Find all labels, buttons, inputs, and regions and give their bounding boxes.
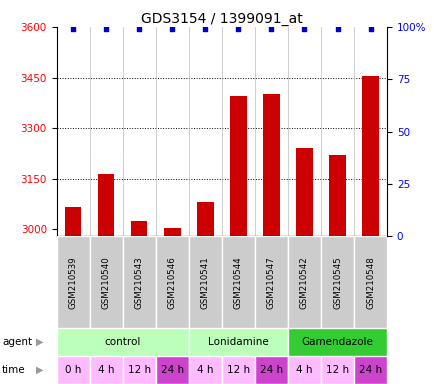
- Bar: [164, 228, 180, 236]
- Text: 24 h: 24 h: [259, 365, 283, 375]
- Bar: [287, 236, 320, 328]
- Text: GSM210543: GSM210543: [135, 256, 143, 309]
- Text: GSM210547: GSM210547: [266, 256, 275, 309]
- Text: ▶: ▶: [36, 337, 43, 347]
- Bar: [188, 236, 221, 328]
- Text: 0 h: 0 h: [65, 365, 81, 375]
- Bar: [122, 356, 155, 384]
- Title: GDS3154 / 1399091_at: GDS3154 / 1399091_at: [141, 12, 302, 26]
- Bar: [287, 328, 386, 356]
- Bar: [353, 356, 386, 384]
- Bar: [122, 236, 155, 328]
- Bar: [296, 148, 312, 236]
- Point: [69, 26, 76, 32]
- Bar: [56, 236, 89, 328]
- Text: time: time: [2, 365, 26, 375]
- Bar: [155, 236, 188, 328]
- Text: GSM210548: GSM210548: [365, 256, 374, 309]
- Bar: [197, 202, 213, 236]
- Bar: [56, 328, 188, 356]
- Text: GSM210542: GSM210542: [299, 256, 308, 309]
- Bar: [56, 356, 89, 384]
- Text: control: control: [104, 337, 141, 347]
- Point: [102, 26, 109, 32]
- Text: GSM210544: GSM210544: [233, 256, 242, 309]
- Bar: [230, 96, 246, 236]
- Point: [201, 26, 208, 32]
- Bar: [188, 356, 221, 384]
- Bar: [329, 155, 345, 236]
- Text: 4 h: 4 h: [197, 365, 213, 375]
- Text: GSM210545: GSM210545: [332, 256, 341, 309]
- Point: [300, 26, 307, 32]
- Text: GSM210540: GSM210540: [102, 256, 110, 309]
- Bar: [65, 207, 81, 236]
- Text: Lonidamine: Lonidamine: [207, 337, 268, 347]
- Bar: [263, 94, 279, 236]
- Bar: [221, 356, 254, 384]
- Bar: [131, 221, 147, 236]
- Bar: [320, 236, 353, 328]
- Bar: [89, 236, 122, 328]
- Text: ▶: ▶: [36, 365, 43, 375]
- Text: 4 h: 4 h: [98, 365, 114, 375]
- Text: GSM210541: GSM210541: [201, 256, 209, 309]
- Text: 24 h: 24 h: [160, 365, 184, 375]
- Text: 4 h: 4 h: [296, 365, 312, 375]
- Text: 12 h: 12 h: [127, 365, 151, 375]
- Point: [366, 26, 373, 32]
- Bar: [320, 356, 353, 384]
- Bar: [221, 236, 254, 328]
- Point: [135, 26, 142, 32]
- Text: agent: agent: [2, 337, 32, 347]
- Bar: [254, 236, 287, 328]
- Bar: [362, 76, 378, 236]
- Bar: [353, 236, 386, 328]
- Point: [267, 26, 274, 32]
- Bar: [287, 356, 320, 384]
- Text: Gamendazole: Gamendazole: [301, 337, 373, 347]
- Bar: [254, 356, 287, 384]
- Bar: [188, 328, 287, 356]
- Bar: [155, 356, 188, 384]
- Point: [333, 26, 340, 32]
- Point: [168, 26, 175, 32]
- Point: [234, 26, 241, 32]
- Bar: [98, 174, 114, 236]
- Text: GSM210546: GSM210546: [168, 256, 176, 309]
- Bar: [89, 356, 122, 384]
- Text: 24 h: 24 h: [358, 365, 381, 375]
- Text: 12 h: 12 h: [325, 365, 349, 375]
- Text: GSM210539: GSM210539: [69, 256, 77, 309]
- Text: 12 h: 12 h: [226, 365, 250, 375]
